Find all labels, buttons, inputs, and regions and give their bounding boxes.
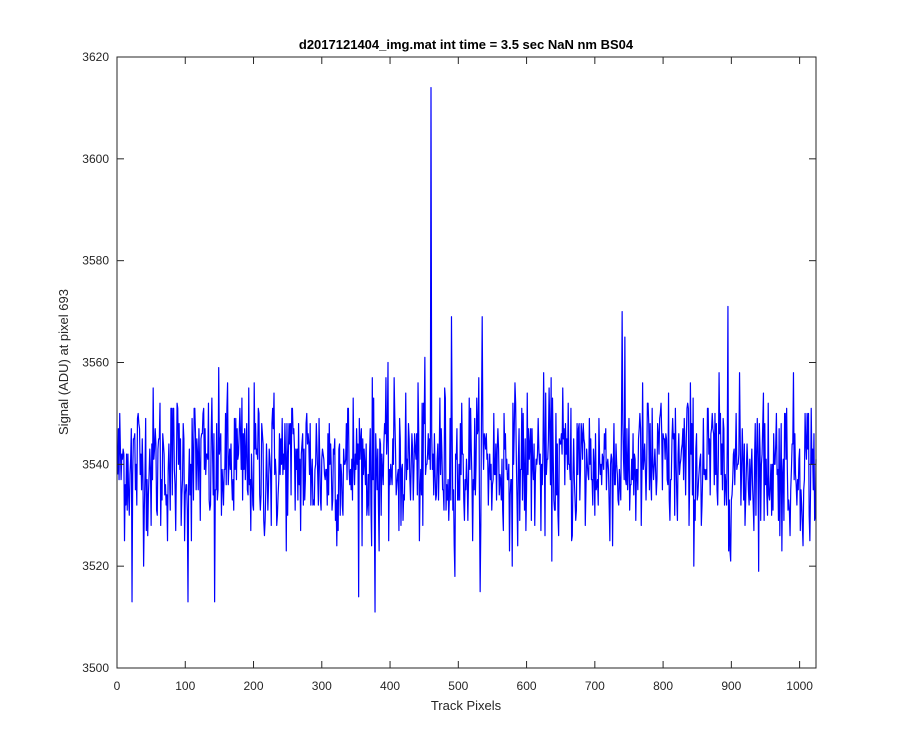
x-tick-label: 400: [380, 679, 400, 693]
x-tick-label: 200: [244, 679, 264, 693]
y-tick-label: 3500: [82, 661, 109, 675]
plot-frame: [116, 56, 817, 669]
x-axis-label: Track Pixels: [431, 698, 502, 713]
x-tick-label: 900: [721, 679, 741, 693]
x-tick-label: 700: [585, 679, 605, 693]
x-tick-label: 1000: [786, 679, 813, 693]
y-tick-label: 3580: [82, 254, 109, 268]
chart-title: d2017121404_img.mat int time = 3.5 sec N…: [299, 37, 634, 52]
x-tick-label: 600: [517, 679, 537, 693]
y-axis-label: Signal (ADU) at pixel 693: [56, 289, 71, 435]
y-tick-label: 3520: [82, 559, 109, 573]
x-tick-label: 800: [653, 679, 673, 693]
series-layer: [117, 86, 817, 613]
x-tick-label: 500: [448, 679, 468, 693]
y-tick-label: 3560: [82, 356, 109, 370]
y-tick-label: 3600: [82, 152, 109, 166]
x-tick-label: 100: [175, 679, 195, 693]
y-tick-label: 3620: [82, 50, 109, 64]
plot-area: [117, 57, 816, 668]
x-tick-label: 300: [312, 679, 332, 693]
series-line: [117, 86, 817, 613]
x-tick-label: 0: [114, 679, 121, 693]
y-tick-label: 3540: [82, 457, 109, 471]
ticks-layer: 0 100 200 300 400 500 600 700 800 900 1000 3500 3520…: [82, 50, 816, 693]
